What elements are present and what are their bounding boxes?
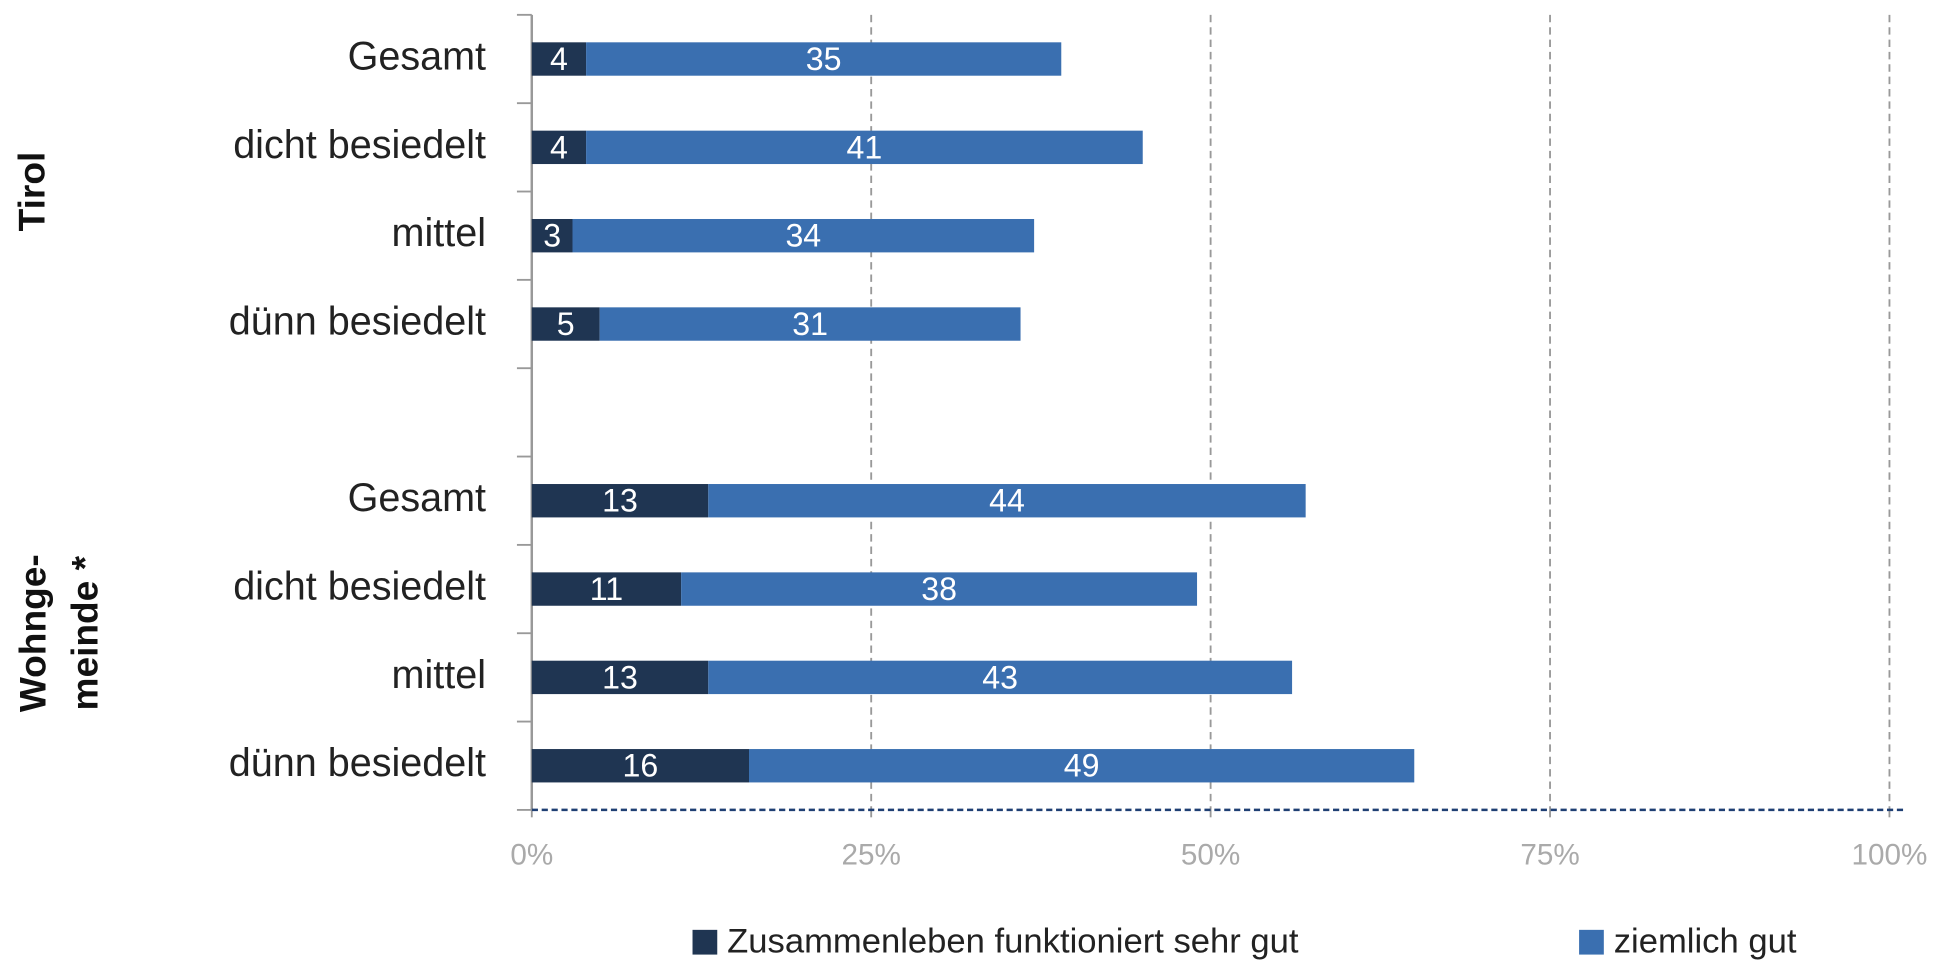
bar — [572, 218, 1035, 253]
x-tick-label: 100% — [1852, 839, 1928, 872]
bar-value-label: 3 — [543, 218, 561, 254]
legend-swatch — [692, 929, 718, 955]
legend-swatch — [1579, 929, 1604, 955]
bar-value-label: 11 — [590, 571, 623, 607]
y-tick-label: Gesamt — [348, 34, 486, 78]
bar — [681, 572, 1198, 606]
x-tick-label: 25% — [842, 839, 901, 872]
y-tick-label: dünn besiedelt — [229, 299, 486, 343]
bar-value-label: 43 — [982, 659, 1018, 695]
legend-label: ziemlich gut — [1614, 923, 1797, 961]
y-tick-label: dicht besiedelt — [233, 565, 486, 609]
bar-value-label: 4 — [550, 129, 568, 165]
group-label: Wohnge- — [12, 554, 54, 712]
y-tick-label: Gesamt — [348, 476, 486, 520]
bar — [708, 660, 1293, 695]
bar-value-label: 49 — [1064, 748, 1100, 784]
bar — [749, 749, 1415, 783]
y-tick-label: dicht besiedelt — [233, 123, 486, 167]
bar — [586, 130, 1143, 165]
x-tick-label: 0% — [510, 839, 553, 872]
bar-value-label: 35 — [806, 41, 842, 77]
bar — [531, 218, 573, 253]
bar — [531, 130, 587, 165]
bar-value-label: 13 — [602, 483, 638, 519]
bar — [599, 307, 1021, 341]
bar-value-label: 4 — [550, 41, 568, 77]
y-tick-label: mittel — [392, 653, 486, 697]
bar-value-label: 16 — [623, 748, 659, 784]
x-tick-label: 50% — [1181, 839, 1240, 872]
bar — [531, 572, 682, 606]
bar — [531, 484, 709, 518]
group-label: meinde * — [64, 555, 106, 710]
bar-value-label: 31 — [792, 306, 828, 342]
x-tick-label: 75% — [1520, 839, 1579, 872]
bar — [531, 749, 750, 783]
bar — [531, 307, 600, 341]
bar — [708, 484, 1306, 518]
y-tick-label: mittel — [392, 211, 486, 255]
bar — [586, 42, 1062, 76]
group-label: Tirol — [10, 152, 52, 232]
legend-label: Zusammenleben funktioniert sehr gut — [727, 923, 1299, 961]
bar — [531, 42, 587, 76]
bar-value-label: 34 — [785, 218, 821, 254]
bar-value-label: 41 — [847, 129, 883, 165]
bar — [531, 660, 709, 695]
y-tick-label: dünn besiedelt — [229, 741, 486, 785]
bar-value-label: 5 — [557, 306, 575, 342]
bar-value-label: 38 — [921, 571, 957, 607]
bar-value-label: 44 — [989, 483, 1025, 519]
bar-value-label: 13 — [602, 659, 638, 695]
